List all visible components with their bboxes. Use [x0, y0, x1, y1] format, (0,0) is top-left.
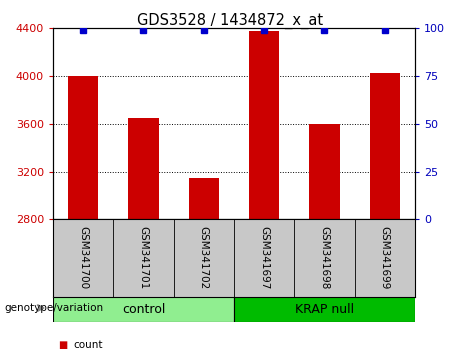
- Text: GSM341699: GSM341699: [380, 226, 390, 289]
- Text: KRAP null: KRAP null: [295, 303, 354, 316]
- Bar: [370, 73, 400, 219]
- Bar: [309, 124, 339, 219]
- Text: GSM341701: GSM341701: [138, 226, 148, 289]
- Bar: [249, 31, 279, 219]
- Text: count: count: [74, 340, 103, 350]
- Text: GSM341700: GSM341700: [78, 226, 88, 289]
- Text: GSM341698: GSM341698: [319, 226, 330, 289]
- Bar: [189, 178, 219, 219]
- Text: genotype/variation: genotype/variation: [5, 303, 104, 313]
- Text: GDS3528 / 1434872_x_at: GDS3528 / 1434872_x_at: [137, 12, 324, 29]
- Bar: [68, 76, 98, 219]
- Bar: [234, 297, 415, 322]
- Bar: [129, 118, 159, 219]
- Text: GSM341697: GSM341697: [259, 226, 269, 289]
- Text: ■: ■: [58, 340, 67, 350]
- Text: control: control: [122, 303, 165, 316]
- Text: GSM341702: GSM341702: [199, 226, 209, 289]
- Bar: [53, 297, 234, 322]
